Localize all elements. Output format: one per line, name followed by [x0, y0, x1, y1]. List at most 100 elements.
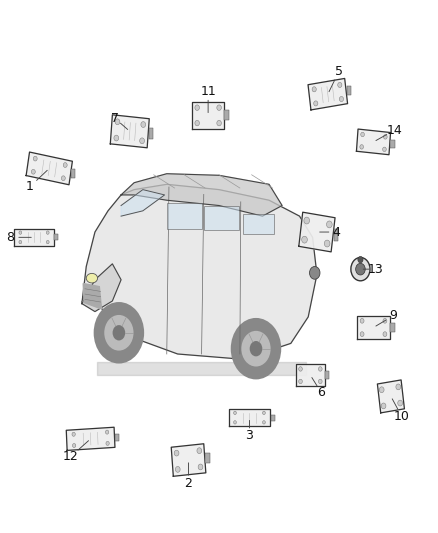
- Bar: [205, 453, 209, 463]
- Polygon shape: [229, 409, 270, 426]
- Circle shape: [94, 302, 144, 364]
- Bar: [271, 415, 275, 421]
- Text: 3: 3: [246, 429, 254, 442]
- Text: 11: 11: [200, 85, 216, 98]
- Circle shape: [360, 318, 364, 323]
- Circle shape: [140, 138, 145, 144]
- Circle shape: [63, 163, 67, 167]
- Bar: [54, 235, 58, 240]
- Polygon shape: [378, 380, 404, 413]
- Bar: [346, 86, 351, 95]
- Circle shape: [233, 421, 237, 424]
- Text: 14: 14: [386, 124, 402, 137]
- Bar: [243, 214, 274, 234]
- Circle shape: [318, 367, 322, 371]
- Polygon shape: [357, 316, 390, 340]
- Polygon shape: [110, 115, 149, 148]
- Text: 6: 6: [318, 386, 325, 399]
- Text: 12: 12: [63, 450, 79, 463]
- Circle shape: [302, 236, 307, 243]
- Polygon shape: [192, 102, 224, 129]
- Circle shape: [114, 135, 119, 141]
- Polygon shape: [299, 212, 335, 252]
- Circle shape: [19, 240, 22, 244]
- Circle shape: [217, 120, 221, 126]
- Circle shape: [106, 430, 109, 434]
- Circle shape: [19, 231, 22, 235]
- Circle shape: [398, 400, 403, 406]
- Circle shape: [231, 318, 281, 379]
- Circle shape: [175, 466, 180, 472]
- Polygon shape: [83, 284, 102, 309]
- Circle shape: [198, 464, 203, 470]
- Circle shape: [72, 443, 76, 448]
- Text: 9: 9: [389, 309, 397, 322]
- Text: 13: 13: [368, 263, 384, 276]
- Text: 1: 1: [26, 181, 34, 193]
- Circle shape: [360, 144, 364, 149]
- Bar: [148, 128, 153, 139]
- Text: 7: 7: [110, 111, 119, 125]
- Circle shape: [195, 105, 199, 110]
- Polygon shape: [14, 229, 53, 246]
- Circle shape: [241, 331, 271, 367]
- Circle shape: [46, 231, 49, 235]
- Polygon shape: [66, 427, 115, 450]
- Circle shape: [174, 450, 179, 456]
- Circle shape: [195, 120, 199, 126]
- Circle shape: [338, 83, 342, 87]
- Bar: [204, 206, 240, 230]
- Bar: [115, 433, 119, 441]
- Text: 4: 4: [332, 225, 340, 239]
- Circle shape: [61, 176, 65, 181]
- Circle shape: [46, 240, 49, 244]
- Circle shape: [33, 156, 37, 161]
- Circle shape: [381, 403, 386, 409]
- Circle shape: [361, 132, 364, 136]
- Text: 10: 10: [394, 410, 410, 423]
- Circle shape: [358, 256, 363, 263]
- Circle shape: [379, 387, 384, 393]
- Bar: [224, 110, 229, 120]
- Ellipse shape: [86, 273, 98, 283]
- Circle shape: [339, 96, 343, 102]
- Text: 5: 5: [335, 66, 343, 78]
- Circle shape: [360, 332, 364, 336]
- Circle shape: [383, 318, 387, 323]
- Polygon shape: [171, 444, 206, 477]
- Circle shape: [351, 257, 370, 281]
- Bar: [390, 323, 395, 332]
- Circle shape: [299, 367, 302, 371]
- Polygon shape: [26, 152, 72, 185]
- Circle shape: [304, 217, 310, 224]
- Circle shape: [250, 341, 262, 357]
- Circle shape: [324, 240, 330, 247]
- Circle shape: [396, 384, 401, 390]
- Circle shape: [318, 379, 322, 384]
- Polygon shape: [308, 78, 348, 110]
- Bar: [71, 169, 75, 178]
- Circle shape: [312, 87, 316, 92]
- Circle shape: [262, 411, 265, 415]
- Bar: [390, 140, 395, 148]
- Polygon shape: [82, 264, 121, 312]
- Circle shape: [233, 411, 237, 415]
- Circle shape: [299, 379, 302, 384]
- Circle shape: [72, 432, 75, 437]
- Bar: [167, 204, 202, 229]
- Circle shape: [197, 448, 202, 454]
- Circle shape: [384, 135, 387, 139]
- Text: 8: 8: [6, 231, 14, 244]
- Polygon shape: [121, 174, 282, 216]
- Circle shape: [104, 315, 134, 351]
- Bar: [325, 371, 329, 379]
- Circle shape: [217, 105, 221, 110]
- Circle shape: [113, 325, 125, 341]
- Circle shape: [383, 147, 386, 151]
- Polygon shape: [121, 190, 165, 216]
- Circle shape: [262, 421, 265, 424]
- Circle shape: [106, 441, 109, 446]
- Circle shape: [310, 266, 320, 279]
- Circle shape: [314, 101, 318, 106]
- Circle shape: [326, 221, 332, 228]
